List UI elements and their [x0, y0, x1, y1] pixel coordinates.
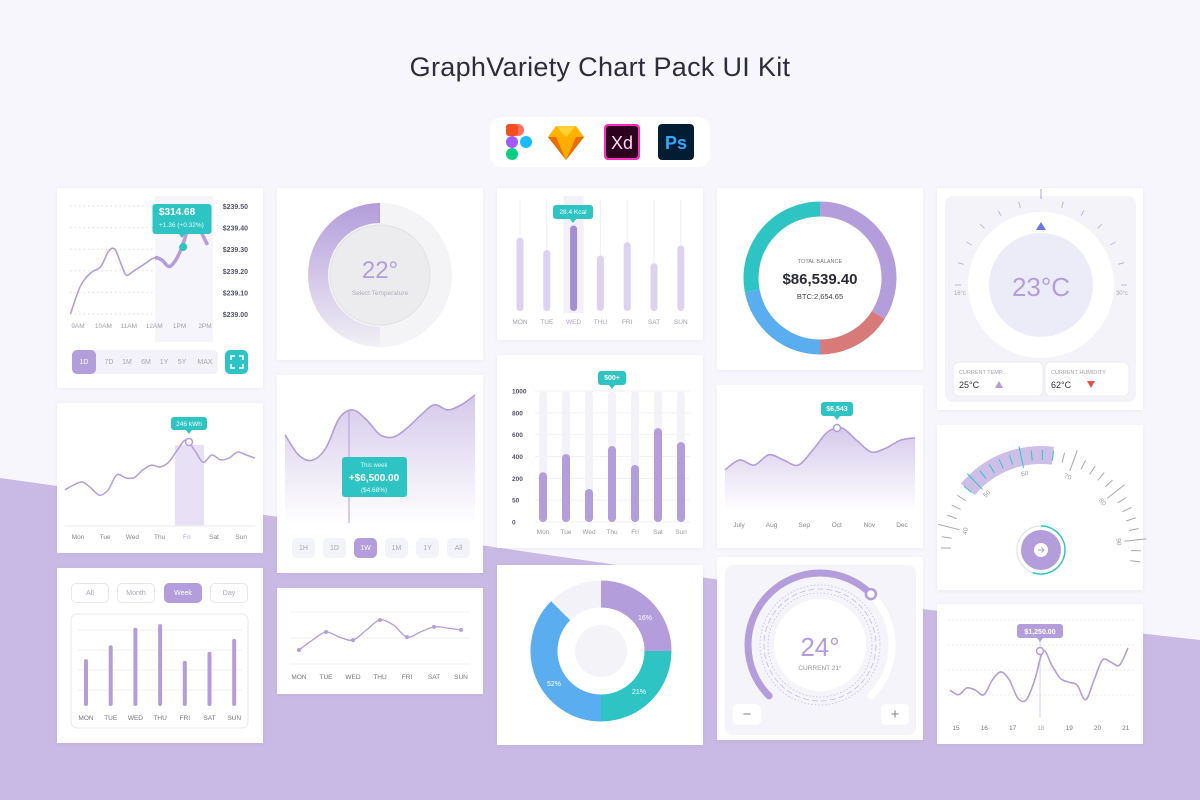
svg-text:Xd: Xd [611, 133, 633, 153]
svg-text:Ps: Ps [665, 133, 687, 153]
tab-All[interactable]: All [71, 583, 109, 603]
sketch-icon [548, 126, 584, 160]
select-temp-card [277, 188, 483, 360]
range-button-1M[interactable]: 1M [122, 358, 132, 366]
decrease-button[interactable]: − [733, 704, 761, 725]
thermostat-card [937, 188, 1143, 410]
range-button-1W[interactable]: 1W [354, 538, 377, 558]
expand-button[interactable] [225, 350, 248, 374]
range-button-1D[interactable]: 1D [323, 538, 346, 558]
increase-button[interactable]: + [881, 704, 909, 725]
figma-icon [506, 124, 532, 160]
range-button-1D[interactable]: 1D [72, 350, 96, 374]
kcal-card [497, 188, 703, 340]
range-button-1Y[interactable]: 1Y [159, 358, 169, 366]
price-line-card [937, 604, 1143, 744]
range-button-1Y[interactable]: 1Y [416, 538, 439, 558]
kwh-card [57, 403, 263, 553]
tab-Week[interactable]: Week [164, 583, 202, 603]
tab-Month[interactable]: Month [117, 583, 155, 603]
range-button-MAX[interactable]: MAX [197, 358, 213, 366]
expand-icon [229, 355, 244, 369]
range-button-All[interactable]: All [447, 538, 470, 558]
go-button[interactable] [1021, 530, 1061, 570]
page-title: GraphVariety Chart Pack UI Kit [409, 52, 791, 82]
range-button-1H[interactable]: 1H [292, 538, 315, 558]
monthly-area-card [717, 385, 923, 548]
range-button-6M[interactable]: 6M [141, 358, 151, 366]
xd-icon: Xd [604, 124, 640, 160]
small-line-card [277, 588, 483, 694]
balance-card [717, 188, 923, 370]
range-button-1M[interactable]: 1M [385, 538, 408, 558]
ps-icon: Ps [658, 124, 694, 160]
percent-donut-card [497, 565, 703, 745]
range-button-5Y[interactable]: 5Y [177, 358, 187, 366]
tab-Day[interactable]: Day [210, 583, 248, 603]
daily-bars-card [497, 355, 703, 548]
range-button-7D[interactable]: 7D [104, 358, 114, 366]
tool-icons-bar: Xd Ps [490, 117, 710, 167]
range-bar [72, 350, 218, 374]
